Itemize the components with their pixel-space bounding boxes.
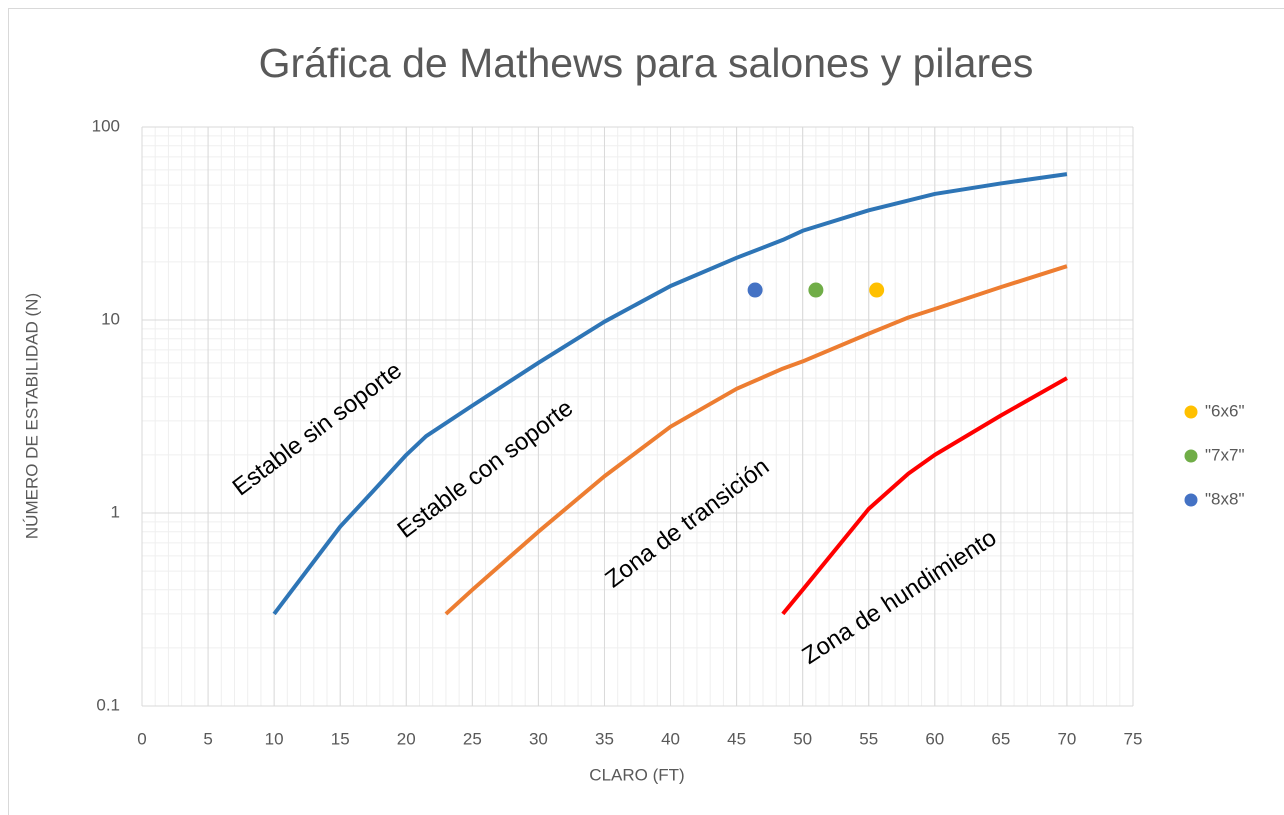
y-tick-label: 0.1 bbox=[96, 695, 120, 714]
x-tick-label: 55 bbox=[859, 729, 878, 748]
x-tick-label: 25 bbox=[463, 729, 482, 748]
x-tick-label: 5 bbox=[203, 729, 212, 748]
x-tick-label: 45 bbox=[727, 729, 746, 748]
data-point bbox=[747, 282, 763, 298]
x-tick-label: 30 bbox=[529, 729, 548, 748]
legend-label: "8x8" bbox=[1205, 489, 1244, 508]
legend-label: "7x7" bbox=[1205, 445, 1244, 464]
y-tick-label: 1 bbox=[111, 502, 120, 521]
y-axis-label: NÚMERO DE ESTABILIDAD (N) bbox=[22, 293, 41, 539]
x-tick-label: 75 bbox=[1124, 729, 1143, 748]
legend-marker bbox=[1184, 449, 1198, 463]
x-tick-label: 0 bbox=[137, 729, 146, 748]
x-tick-label: 65 bbox=[991, 729, 1010, 748]
data-point bbox=[869, 282, 885, 298]
chart-border bbox=[8, 8, 1284, 815]
legend-marker bbox=[1184, 405, 1198, 419]
y-tick-label: 100 bbox=[92, 116, 120, 135]
x-tick-label: 50 bbox=[793, 729, 812, 748]
series-line bbox=[781, 376, 1068, 616]
y-tick-label: 10 bbox=[101, 309, 120, 328]
x-tick-label: 60 bbox=[925, 729, 944, 748]
x-tick-label: 35 bbox=[595, 729, 614, 748]
x-tick-label: 10 bbox=[265, 729, 284, 748]
x-tick-label: 40 bbox=[661, 729, 680, 748]
x-tick-label: 70 bbox=[1057, 729, 1076, 748]
x-tick-label: 20 bbox=[397, 729, 416, 748]
x-tick-label: 15 bbox=[331, 729, 350, 748]
chart-title: Gráfica de Mathews para salones y pilare… bbox=[259, 40, 1034, 86]
series-line bbox=[272, 172, 1068, 616]
x-axis-label: CLARO (FT) bbox=[589, 765, 684, 784]
data-point bbox=[808, 282, 824, 298]
series-line bbox=[444, 264, 1068, 616]
legend-label: "6x6" bbox=[1205, 401, 1244, 420]
legend-marker bbox=[1184, 493, 1198, 507]
